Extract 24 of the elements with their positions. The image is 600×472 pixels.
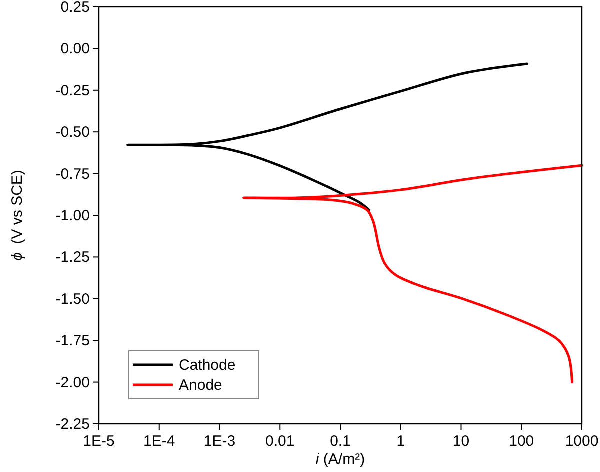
y-tick-label: 0.00 [60, 40, 90, 58]
legend-label: Cathode [179, 357, 236, 374]
y-tick-label: -0.25 [56, 82, 90, 100]
x-axis-title: i (A/m²) [316, 451, 366, 468]
y-tick-label: -2.25 [56, 416, 90, 433]
x-tick-label: 0.1 [330, 433, 351, 450]
y-tick-label: -1.75 [56, 332, 90, 350]
x-tick-label: 1000 [565, 433, 599, 450]
legend-label: Anode [179, 377, 222, 394]
y-tick-label: 0.25 [60, 0, 90, 16]
y-tick-label: -1.25 [56, 249, 90, 266]
x-tick-label: 10 [452, 433, 470, 450]
x-tick-label: 0.01 [266, 433, 295, 450]
y-tick-label: -2.00 [56, 374, 90, 392]
y-tick-label: -1.00 [56, 208, 90, 224]
x-tick-label: 100 [509, 433, 534, 450]
y-axis-title: ϕ (V vs SCE) [9, 170, 26, 261]
x-tick-label: 1E-5 [83, 433, 115, 450]
y-tick-label: -0.75 [56, 166, 90, 183]
y-tick-label: -0.50 [56, 124, 90, 142]
x-tick-label: 1 [396, 433, 406, 450]
y-tick-label: -1.50 [56, 290, 90, 308]
x-tick-label: 1E-4 [144, 433, 176, 450]
x-tick-label: 1E-3 [204, 433, 236, 450]
